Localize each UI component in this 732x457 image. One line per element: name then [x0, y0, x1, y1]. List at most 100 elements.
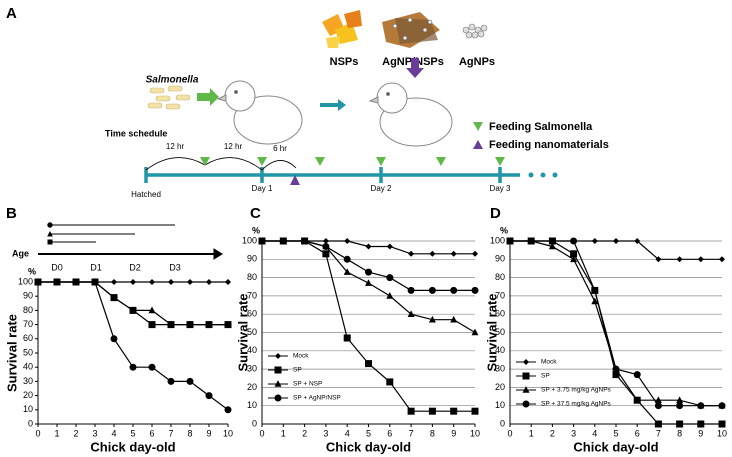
y-tick-label: 20 [247, 382, 257, 392]
marker [407, 310, 415, 317]
marker [343, 255, 351, 263]
marker [471, 286, 479, 294]
marker [450, 250, 457, 257]
marker [72, 278, 80, 286]
marker [472, 250, 478, 257]
x-tick-label: 10 [223, 428, 233, 438]
x-axis-title: Chick day-old [326, 439, 411, 454]
y-tick-label: 30 [247, 363, 257, 373]
inset-day-label: D3 [169, 262, 181, 272]
y-tick-label: 70 [23, 319, 33, 329]
chick-icon [368, 82, 453, 147]
marker [365, 360, 372, 368]
marker [527, 237, 535, 245]
y-tick-label: 40 [247, 345, 257, 355]
y-unit: % [28, 266, 36, 276]
marker [148, 306, 156, 314]
y-tick-label: 10 [23, 404, 33, 414]
marker [548, 242, 556, 250]
marker [591, 238, 598, 244]
y-tick-label: 100 [490, 235, 505, 245]
marker [168, 279, 174, 285]
agnp-nsp-icon [382, 12, 440, 48]
marker [148, 321, 156, 329]
series-line [38, 281, 228, 326]
panel-label: C [250, 205, 261, 222]
x-tick-label: 10 [470, 428, 480, 438]
marker [205, 392, 213, 400]
marker [697, 256, 704, 263]
y-tick-label: 0 [500, 418, 505, 428]
material-label: NSPs [330, 56, 359, 68]
nsp-icon [322, 10, 362, 48]
legend-label: Feeding nanomaterials [489, 139, 609, 151]
inset-day-label: D1 [90, 262, 102, 272]
marker [322, 238, 329, 244]
marker [450, 407, 458, 415]
marker [407, 407, 415, 415]
marker [365, 279, 372, 286]
marker [591, 286, 599, 294]
y-tick-label: 100 [18, 276, 33, 286]
marker [187, 279, 193, 285]
x-tick-label: 5 [366, 428, 371, 438]
arrow [320, 99, 346, 111]
y-tick-label: 50 [23, 347, 33, 357]
timeline-label: Hatched [131, 190, 161, 199]
agnp-icon [462, 23, 488, 39]
x-tick-label: 1 [281, 428, 286, 438]
legend-label: SP [541, 373, 550, 380]
marker [428, 407, 436, 415]
marker [186, 377, 194, 385]
y-tick-label: 60 [247, 309, 257, 319]
marker [365, 243, 372, 250]
legend-label: SP + 37.5 mg/kg AgNPs [541, 401, 612, 408]
series-line [38, 281, 229, 411]
x-tick-label: 8 [677, 428, 682, 438]
x-tick-label: 1 [529, 428, 534, 438]
x-tick-label: 0 [507, 428, 512, 438]
series-line [262, 240, 476, 334]
x-tick-label: 9 [206, 428, 211, 438]
marker [676, 420, 684, 428]
marker [386, 243, 393, 250]
interval-label: 12 hr [166, 142, 185, 151]
marker [697, 420, 705, 428]
y-tick-label: 0 [252, 418, 257, 428]
marker [428, 286, 436, 294]
marker [676, 396, 684, 404]
schedule-title: Time schedule [105, 128, 167, 138]
legend-marker [523, 359, 529, 365]
y-tick-label: 20 [495, 382, 505, 392]
material-label: AgNPs [459, 56, 495, 68]
x-tick-label: 0 [35, 428, 40, 438]
x-tick-label: 9 [698, 428, 703, 438]
interval-arcs [145, 157, 297, 171]
y-tick-label: 90 [23, 291, 33, 301]
y-tick-label: 40 [495, 345, 505, 355]
marker [386, 274, 394, 282]
marker [506, 237, 514, 245]
marker [279, 237, 287, 245]
y-tick-label: 10 [247, 400, 257, 410]
marker [130, 279, 136, 285]
timeline-dots [528, 172, 558, 178]
timeline [144, 167, 520, 183]
marker [655, 256, 662, 263]
y-tick-label: 20 [23, 390, 33, 400]
marker [343, 334, 351, 342]
marker [570, 237, 578, 245]
panel-label: A [6, 5, 17, 22]
x-tick-label: 6 [635, 428, 640, 438]
marker [205, 320, 213, 328]
marker [365, 268, 372, 276]
x-tick-label: 3 [92, 428, 97, 438]
interval-label: 6 hr [273, 144, 287, 153]
x-tick-label: 2 [302, 428, 307, 438]
marker [633, 371, 641, 379]
arrow [197, 88, 219, 106]
y-axis-title: Survival rate [235, 293, 250, 371]
legend-marker [522, 400, 530, 408]
x-tick-label: 5 [130, 428, 135, 438]
y-unit: % [500, 225, 508, 235]
